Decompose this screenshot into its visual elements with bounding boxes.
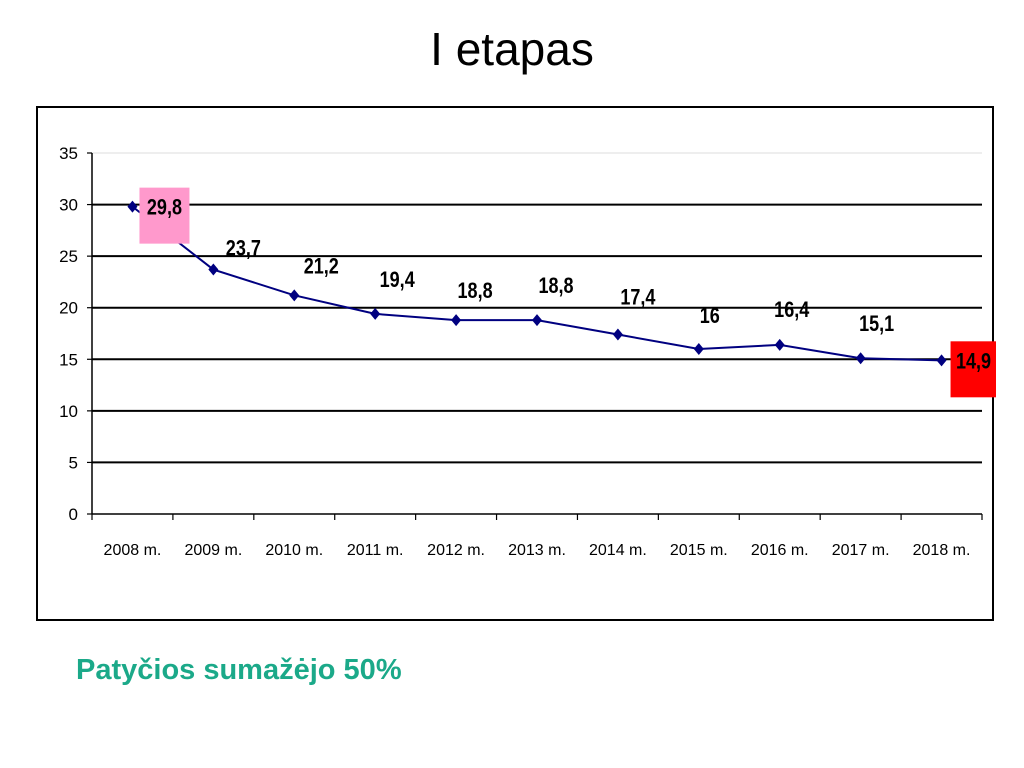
data-label: 15,1 — [859, 313, 894, 337]
data-label: 14,9 — [956, 350, 991, 374]
y-tick-label: 30 — [59, 196, 78, 215]
data-label: 18,8 — [458, 280, 493, 304]
data-label: 17,4 — [620, 286, 656, 310]
data-label: 16,4 — [774, 298, 810, 322]
data-label: 29,8 — [147, 196, 182, 220]
label-highlight-first — [139, 187, 190, 244]
data-label: 21,2 — [304, 255, 339, 279]
y-tick-label: 20 — [59, 299, 78, 318]
data-point-marker — [532, 314, 542, 327]
x-tick-label: 2009 m. — [184, 542, 242, 559]
data-label: 18,8 — [538, 275, 573, 299]
chart-area: 0 5 10 15 20 25 30 35 2008 m. 2009 m. 2010 m. 2011 … — [36, 106, 996, 621]
label-highlight-last — [950, 341, 996, 398]
slide-title: I etapas — [430, 23, 594, 75]
data-point-marker — [208, 263, 219, 276]
y-tick-label: 35 — [59, 144, 78, 163]
y-tick-label: 10 — [59, 402, 78, 421]
y-tick-label: 25 — [59, 247, 78, 266]
data-label: 19,4 — [380, 268, 416, 292]
data-point-marker — [127, 200, 138, 213]
data-point-marker — [774, 338, 785, 351]
y-tick-label: 0 — [69, 505, 78, 524]
x-tick-label: 2008 m. — [104, 542, 162, 559]
line-chart: 0 5 10 15 20 25 30 35 2008 m. 2009 m. 2010 m. 2011 … — [59, 144, 996, 559]
x-tick-label: 2010 m. — [265, 542, 323, 559]
x-tick-label: 2017 m. — [832, 542, 890, 559]
x-tick-label: 2013 m. — [508, 542, 566, 559]
data-point-marker — [693, 342, 704, 355]
data-label: 23,7 — [226, 237, 261, 261]
y-tick-label: 15 — [59, 350, 78, 369]
data-point-marker — [936, 354, 947, 367]
x-tick-label: 2015 m. — [670, 542, 728, 559]
series-line — [131, 205, 942, 362]
data-point-marker — [370, 307, 381, 320]
data-point-marker — [289, 289, 300, 302]
y-tick-label: 5 — [69, 453, 78, 472]
x-tick-label: 2016 m. — [751, 542, 809, 559]
x-tick-label: 2014 m. — [589, 542, 647, 559]
x-tick-label: 2012 m. — [427, 542, 485, 559]
data-point-marker — [855, 352, 866, 365]
x-tick-label: 2011 m. — [347, 542, 404, 559]
x-tick-label: 2018 m. — [913, 542, 971, 559]
footer-note: Patyčios sumažėjo 50% — [76, 654, 402, 686]
data-point-marker — [612, 328, 623, 341]
data-point-marker — [451, 314, 462, 327]
data-label: 16 — [700, 304, 720, 328]
